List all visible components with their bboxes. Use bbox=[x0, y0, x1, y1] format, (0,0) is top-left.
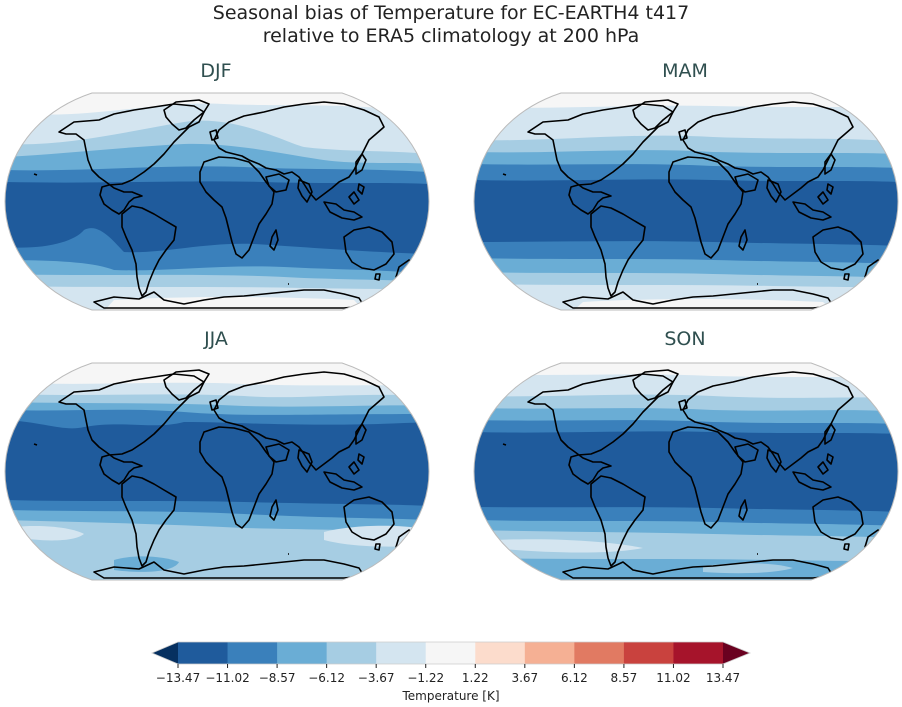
figure-title: Seasonal bias of Temperature for EC-EART… bbox=[0, 2, 902, 48]
map-jja bbox=[4, 362, 430, 581]
colorbar-tick-label: 13.47 bbox=[705, 671, 741, 685]
colorbar-segment bbox=[673, 642, 724, 664]
map-son bbox=[473, 362, 899, 581]
colorbar-segment bbox=[623, 642, 674, 664]
map-djf bbox=[4, 92, 430, 311]
figure-title-line2: relative to ERA5 climatology at 200 hPa bbox=[262, 25, 640, 47]
colorbar-segment bbox=[475, 642, 526, 664]
colorbar-tick-label: −3.67 bbox=[357, 671, 395, 685]
colorbar-tick-label: −8.57 bbox=[258, 671, 296, 685]
panel-title-djf: DJF bbox=[200, 60, 232, 82]
colorbar-over-arrow bbox=[723, 642, 750, 664]
colorbar-segment bbox=[277, 642, 328, 664]
colorbar-tick-label: −13.47 bbox=[155, 671, 201, 685]
colorbar-segment bbox=[524, 642, 575, 664]
colorbar-tick-label: 11.02 bbox=[656, 671, 691, 685]
colorbar-tick-label: 1.22 bbox=[461, 671, 489, 685]
colorbar-segment bbox=[326, 642, 377, 664]
colorbar-label: Temperature [K] bbox=[402, 689, 500, 703]
map-mam bbox=[473, 92, 899, 311]
colorbar-segment bbox=[227, 642, 278, 664]
panel-title-mam: MAM bbox=[662, 60, 708, 82]
colorbar-tick-label: 3.67 bbox=[511, 671, 539, 685]
colorbar-tick-label: 6.12 bbox=[561, 671, 588, 685]
colorbar-segment bbox=[425, 642, 476, 664]
colorbar-segment bbox=[376, 642, 427, 664]
figure-title-line1: Seasonal bias of Temperature for EC-EART… bbox=[212, 2, 690, 24]
panel-title-jja: JJA bbox=[204, 328, 228, 350]
colorbar-segment bbox=[574, 642, 625, 664]
colorbar-tick-label: 8.57 bbox=[610, 671, 638, 685]
colorbar-tick-label: −1.22 bbox=[407, 671, 445, 685]
colorbar-under-arrow bbox=[152, 642, 178, 664]
panel-title-son: SON bbox=[664, 328, 706, 350]
colorbar-segment bbox=[178, 642, 229, 664]
colorbar-tick-label: −6.12 bbox=[308, 671, 346, 685]
colorbar-tick-label: −11.02 bbox=[205, 671, 250, 685]
